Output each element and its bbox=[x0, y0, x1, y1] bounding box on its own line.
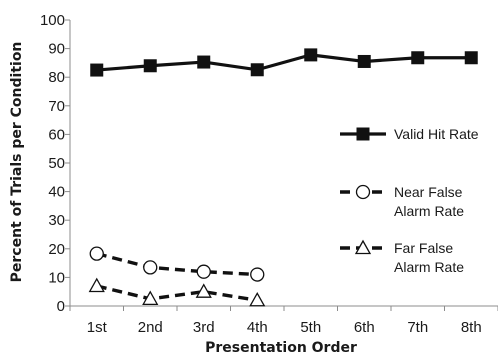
y-tick-label: 10 bbox=[48, 269, 65, 286]
legend-marker bbox=[355, 184, 371, 200]
series-line bbox=[96, 252, 258, 277]
x-tick-label: 8th bbox=[461, 319, 482, 336]
x-tick-label: 2nd bbox=[138, 319, 163, 336]
data-point bbox=[143, 59, 157, 73]
data-point bbox=[143, 260, 158, 275]
data-point bbox=[250, 63, 264, 77]
legend-item: Valid Hit Rate bbox=[340, 126, 479, 142]
y-tick-label: 60 bbox=[48, 126, 65, 143]
x-tick-label: 1st bbox=[87, 319, 108, 336]
data-point bbox=[250, 267, 265, 282]
y-tick-label: 40 bbox=[48, 184, 65, 201]
legend-label: Far False bbox=[394, 240, 453, 256]
x-tick-label: 6th bbox=[354, 319, 375, 336]
x-axis-title: Presentation Order bbox=[205, 340, 357, 356]
legend-label: Alarm Rate bbox=[394, 259, 464, 275]
data-point bbox=[464, 51, 478, 65]
y-tick-label: 80 bbox=[48, 69, 65, 86]
data-point bbox=[88, 277, 105, 293]
y-tick-label: 20 bbox=[48, 241, 65, 258]
data-point bbox=[197, 55, 211, 69]
data-point bbox=[90, 63, 104, 77]
y-axis-title: Percent of Trials per Condition bbox=[9, 42, 25, 283]
legend-label: Near False bbox=[394, 184, 463, 200]
legend-item: Far False Alarm Rate bbox=[340, 239, 464, 275]
data-point bbox=[142, 290, 159, 306]
x-tick-label: 7th bbox=[407, 319, 428, 336]
x-tick-label: 3rd bbox=[193, 319, 215, 336]
y-tick-label: 50 bbox=[48, 155, 65, 172]
series-line bbox=[96, 53, 472, 72]
y-axis: 0 10 20 30 40 50 60 70 80 90 100 bbox=[40, 12, 71, 315]
data-point bbox=[196, 264, 211, 279]
series-layer bbox=[88, 48, 478, 307]
data-point bbox=[249, 291, 266, 307]
y-tick-label: 70 bbox=[48, 98, 65, 115]
series-triangle bbox=[88, 277, 266, 307]
x-axis: 1st 2nd 3rd 4th 5th 6th 7th 8th bbox=[69, 305, 498, 336]
y-tick-label: 30 bbox=[48, 212, 65, 229]
legend-marker bbox=[356, 127, 370, 141]
y-tick-label: 0 bbox=[57, 298, 65, 315]
y-tick-label: 100 bbox=[40, 12, 65, 29]
x-tick-label: 4th bbox=[247, 319, 268, 336]
data-point bbox=[195, 283, 212, 298]
series-square bbox=[90, 48, 478, 77]
data-point bbox=[304, 48, 318, 62]
y-tick-label: 90 bbox=[48, 41, 65, 58]
legend-label: Alarm Rate bbox=[394, 203, 464, 219]
legend-marker bbox=[354, 239, 372, 255]
data-point bbox=[89, 246, 104, 261]
data-point bbox=[411, 51, 425, 65]
legend-item: Near False Alarm Rate bbox=[340, 184, 464, 219]
series-circle bbox=[89, 246, 265, 282]
series-line bbox=[96, 284, 258, 302]
legend-label: Valid Hit Rate bbox=[394, 126, 479, 142]
data-point bbox=[357, 54, 371, 68]
x-tick-label: 5th bbox=[300, 319, 321, 336]
